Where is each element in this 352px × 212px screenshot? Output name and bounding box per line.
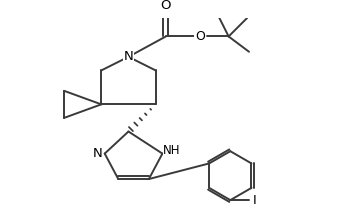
Text: N: N bbox=[124, 50, 133, 63]
Text: N: N bbox=[92, 147, 102, 160]
Text: I: I bbox=[253, 194, 257, 207]
Text: O: O bbox=[161, 0, 171, 12]
Text: NH: NH bbox=[163, 144, 181, 157]
Text: O: O bbox=[195, 30, 205, 43]
